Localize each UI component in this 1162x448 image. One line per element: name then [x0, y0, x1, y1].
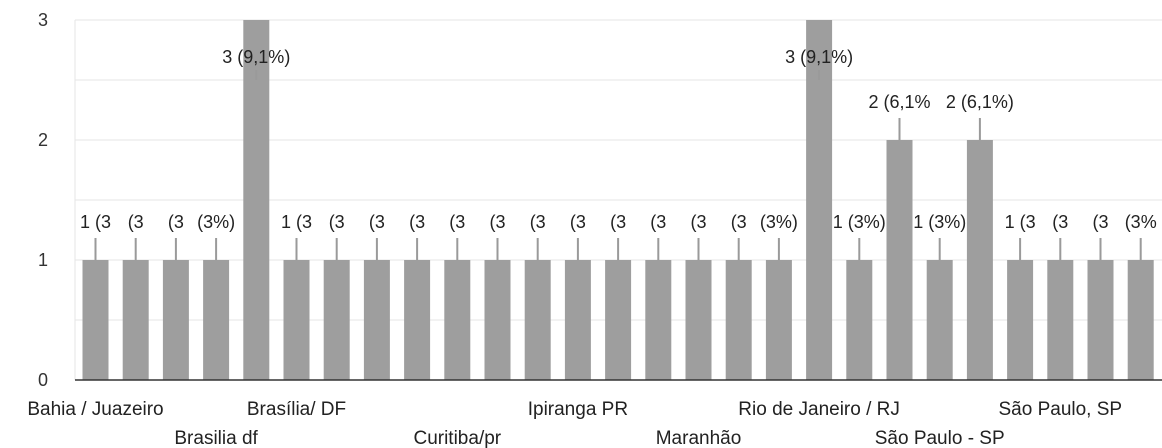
- data-label: (3: [128, 212, 144, 232]
- bar: [966, 140, 993, 380]
- data-label: 2 (6,1%): [946, 92, 1014, 112]
- data-label: (3: [369, 212, 385, 232]
- y-axis-ticks: 0 1 2 3: [38, 10, 48, 390]
- data-label: (3: [409, 212, 425, 232]
- y-tick-label: 0: [38, 370, 48, 390]
- x-tick-label: Ipiranga PR: [528, 399, 628, 420]
- bar: [363, 260, 390, 380]
- bar: [685, 260, 712, 380]
- data-labels: 1 (3 (3 (3 (3%) 3 (9,1%) 1 (3 (3 (3 (3 (3 (3 (3 (3 (3…: [80, 47, 1157, 260]
- bar: [162, 260, 189, 380]
- data-label: 1 (3: [281, 212, 312, 232]
- bar: [524, 260, 551, 380]
- bar: [1047, 260, 1074, 380]
- data-label: (3%): [760, 212, 798, 232]
- bar: [203, 260, 230, 380]
- x-tick-label: Brasília/ DF: [247, 399, 346, 420]
- data-label: (3: [690, 212, 706, 232]
- data-label: (3: [1092, 212, 1108, 232]
- data-label: (3%: [1125, 212, 1157, 232]
- x-tick-label: São Paulo, SP: [999, 399, 1123, 420]
- bar: [82, 260, 109, 380]
- bar: [1087, 260, 1114, 380]
- bar: [1127, 260, 1154, 380]
- data-label: 1 (3%): [833, 212, 886, 232]
- x-tick-label: Bahia / Juazeiro: [27, 399, 163, 420]
- data-label: 3 (9,1%): [222, 47, 290, 67]
- bar: [404, 260, 431, 380]
- x-tick-label: São Paulo - SP: [875, 428, 1005, 448]
- data-label: 1 (3: [1005, 212, 1036, 232]
- bar: [765, 260, 792, 380]
- data-label: (3: [168, 212, 184, 232]
- data-label: 3 (9,1%): [785, 47, 853, 67]
- bar: [605, 260, 632, 380]
- bar: [645, 260, 672, 380]
- bar: [323, 260, 350, 380]
- data-label: (3: [489, 212, 505, 232]
- data-label: (3: [329, 212, 345, 232]
- bar: [886, 140, 913, 380]
- x-tick-label: Maranhão: [656, 428, 742, 448]
- bar: [846, 260, 873, 380]
- data-label: (3%): [197, 212, 235, 232]
- bar: [926, 260, 953, 380]
- data-label: (3: [650, 212, 666, 232]
- x-axis-ticks: Bahia / Juazeiro Brasilia df Brasília/ DF C…: [27, 399, 1122, 448]
- data-label: 2 (6,1%: [868, 92, 930, 112]
- data-label: 1 (3: [80, 212, 111, 232]
- data-label: (3: [449, 212, 465, 232]
- bar: [283, 260, 310, 380]
- bar: [444, 260, 471, 380]
- x-tick-label: Curitiba/pr: [413, 428, 501, 448]
- bar: [484, 260, 511, 380]
- y-tick-label: 2: [38, 130, 48, 150]
- x-tick-label: Rio de Janeiro / RJ: [738, 399, 900, 420]
- data-label: (3: [1052, 212, 1068, 232]
- bar: [725, 260, 752, 380]
- bar: [1007, 260, 1034, 380]
- data-label: (3: [731, 212, 747, 232]
- bar: [122, 260, 149, 380]
- bars: [82, 20, 1154, 380]
- data-label: 1 (3%): [913, 212, 966, 232]
- y-tick-label: 3: [38, 10, 48, 30]
- data-label: (3: [570, 212, 586, 232]
- data-label: (3: [530, 212, 546, 232]
- data-label: (3: [610, 212, 626, 232]
- y-tick-label: 1: [38, 250, 48, 270]
- bar: [564, 260, 591, 380]
- x-tick-label: Brasilia df: [174, 428, 258, 448]
